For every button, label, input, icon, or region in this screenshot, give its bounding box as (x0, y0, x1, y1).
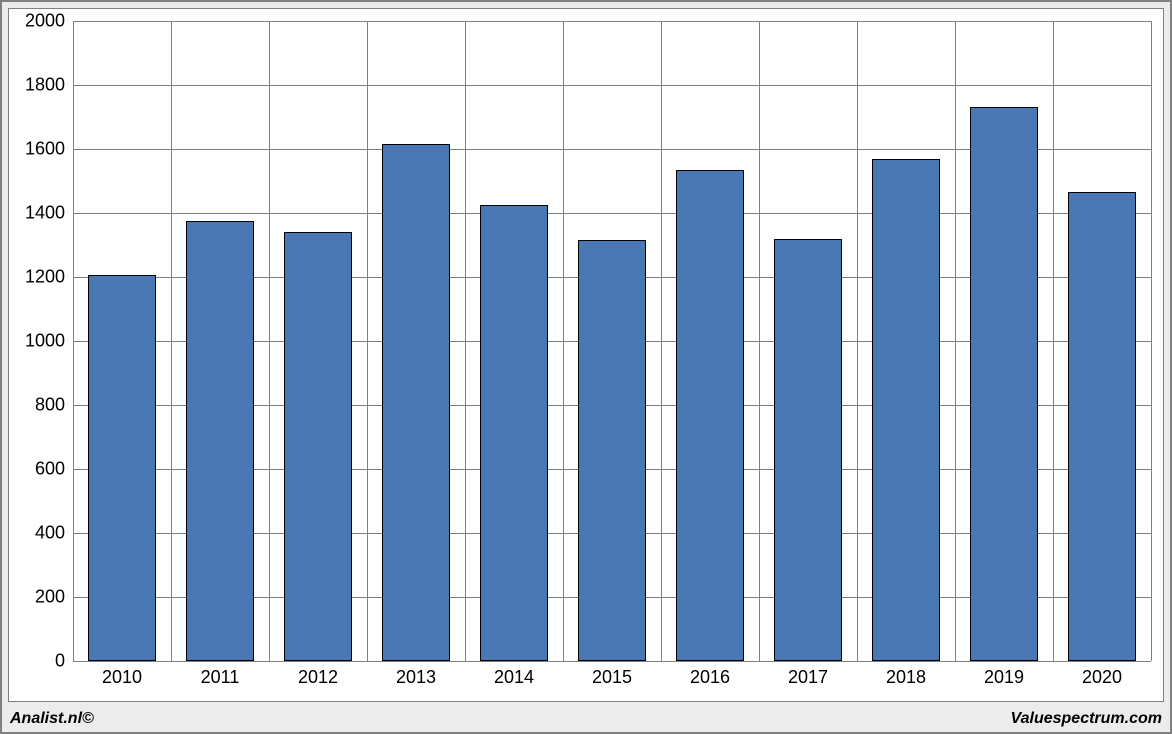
gridline-vertical (1151, 21, 1152, 661)
gridline-vertical (661, 21, 662, 661)
plot-frame: 0 200 400 600 800 1000 1200 1400 1600 1800 2000 201… (8, 8, 1164, 702)
gridline-horizontal (73, 661, 1151, 662)
x-tick-label: 2014 (494, 667, 534, 688)
y-tick-label: 200 (35, 587, 65, 608)
gridline-horizontal (73, 85, 1151, 86)
y-tick-label: 600 (35, 459, 65, 480)
x-tick-label: 2013 (396, 667, 436, 688)
x-tick-label: 2012 (298, 667, 338, 688)
gridline-horizontal (73, 21, 1151, 22)
y-tick-label: 1800 (25, 75, 65, 96)
y-tick-label: 800 (35, 395, 65, 416)
x-tick-label: 2018 (886, 667, 926, 688)
y-tick-label: 1200 (25, 267, 65, 288)
y-tick-label: 1000 (25, 331, 65, 352)
gridline-vertical (1053, 21, 1054, 661)
gridline-vertical (367, 21, 368, 661)
bar (186, 221, 255, 661)
bar (578, 240, 647, 661)
x-tick-label: 2020 (1082, 667, 1122, 688)
bar (382, 144, 451, 661)
y-tick-label: 400 (35, 523, 65, 544)
x-tick-label: 2019 (984, 667, 1024, 688)
y-tick-label: 1400 (25, 203, 65, 224)
bar (774, 239, 843, 661)
gridline-vertical (171, 21, 172, 661)
plot-area: 0200400600800100012001400160018002000201… (73, 21, 1151, 661)
y-tick-label: 1600 (25, 139, 65, 160)
y-tick-label: 0 (55, 651, 65, 672)
footer-right-credit: Valuespectrum.com (1011, 710, 1162, 728)
bar (1068, 192, 1137, 661)
gridline-vertical (465, 21, 466, 661)
x-tick-label: 2011 (201, 667, 240, 688)
x-tick-label: 2017 (788, 667, 828, 688)
x-tick-label: 2016 (690, 667, 730, 688)
footer-left-credit: Analist.nl© (10, 710, 94, 728)
chart-container: 0 200 400 600 800 1000 1200 1400 1600 1800 2000 201… (0, 0, 1172, 734)
bar (284, 232, 353, 661)
bar (676, 170, 745, 661)
y-tick-label: 2000 (25, 11, 65, 32)
gridline-vertical (269, 21, 270, 661)
bar (480, 205, 549, 661)
bar (88, 275, 157, 661)
gridline-vertical (955, 21, 956, 661)
gridline-vertical (73, 21, 74, 661)
bar (970, 107, 1039, 661)
gridline-vertical (857, 21, 858, 661)
gridline-vertical (759, 21, 760, 661)
gridline-vertical (563, 21, 564, 661)
x-tick-label: 2010 (102, 667, 142, 688)
x-tick-label: 2015 (592, 667, 632, 688)
bar (872, 159, 941, 661)
